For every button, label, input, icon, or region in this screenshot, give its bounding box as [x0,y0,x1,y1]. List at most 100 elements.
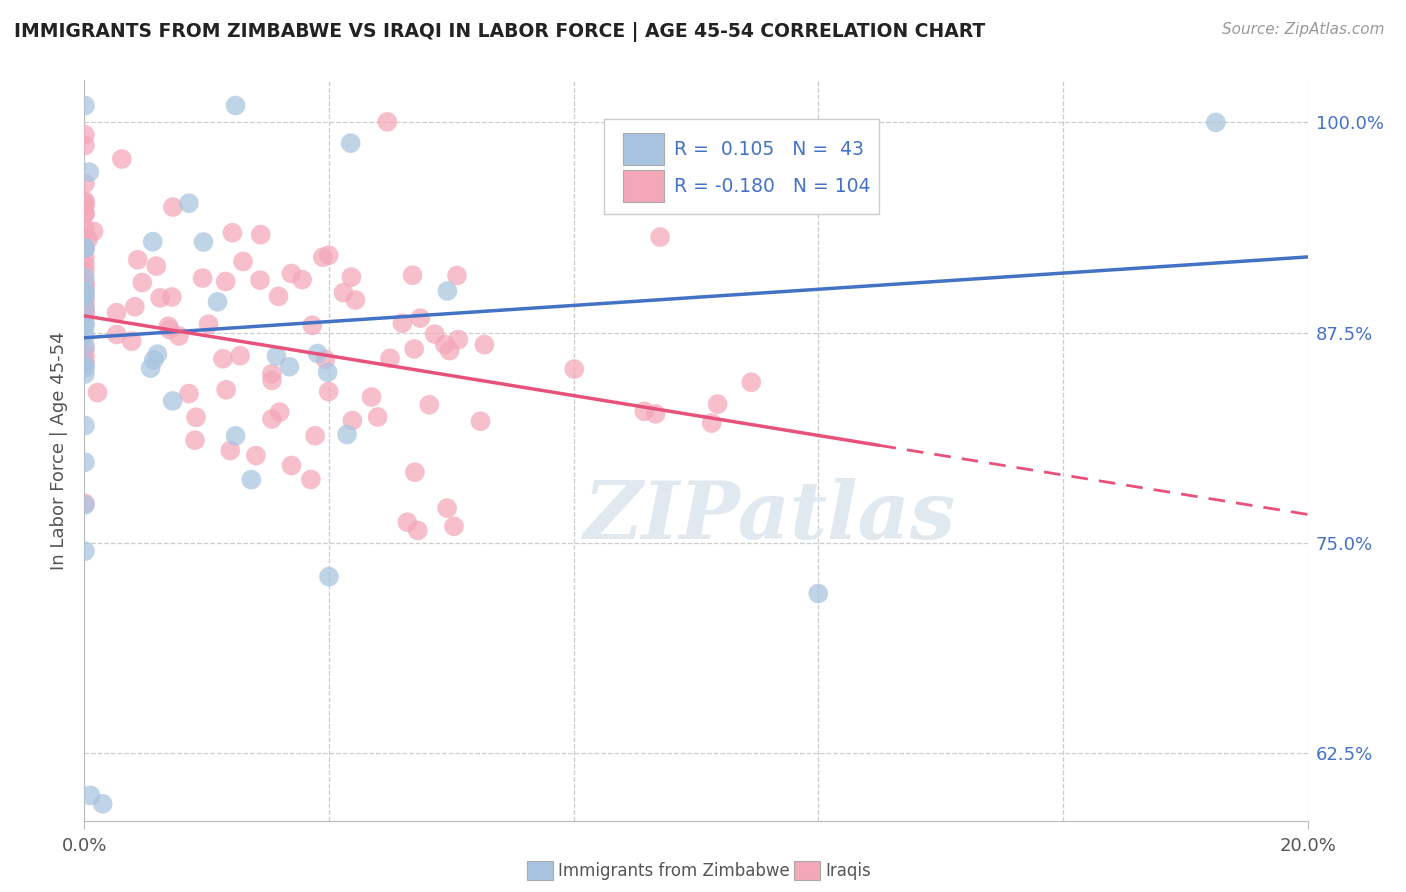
Point [142,352,165,367]
Point [105,306,128,320]
Point [221,226,243,240]
Point [73,338,96,352]
Point [278,359,301,374]
Point [249,227,271,242]
Point [73,194,96,208]
Point [73,301,96,316]
Point [79,789,101,803]
Point [162,393,184,408]
Text: Iraqis: Iraqis [825,862,872,880]
Point [77,232,100,246]
Text: ZIPatlas: ZIPatlas [583,478,956,556]
Point [406,524,429,538]
Point [73,270,96,285]
Point [436,284,458,298]
Point [73,354,96,368]
Point [318,384,340,399]
Point [167,329,190,343]
Point [232,254,254,268]
Text: IMMIGRANTS FROM ZIMBABWE VS IRAQI IN LABOR FORCE | AGE 45-54 CORRELATION CHART: IMMIGRANTS FROM ZIMBABWE VS IRAQI IN LAB… [14,22,986,42]
Point [73,360,96,375]
Point [73,282,96,296]
Point [633,404,655,418]
Point [807,586,830,600]
Point [360,390,382,404]
Point [740,376,762,390]
Point [409,311,432,326]
Point [73,307,96,321]
Point [73,128,96,142]
Point [396,515,419,529]
Point [73,496,96,510]
Point [340,270,363,285]
FancyBboxPatch shape [605,119,880,213]
Point [225,98,247,112]
Point [73,284,96,298]
Point [280,267,302,281]
Point [73,251,96,265]
Point [304,429,326,443]
Point [404,465,426,479]
Point [260,367,283,381]
Text: Source: ZipAtlas.com: Source: ZipAtlas.com [1222,22,1385,37]
Point [423,327,446,342]
Point [470,414,492,428]
Point [648,230,671,244]
Point [342,413,364,427]
Y-axis label: In Labor Force | Age 45-54: In Labor Force | Age 45-54 [51,331,69,570]
Point [332,285,354,300]
Point [249,273,271,287]
Text: R = -0.180   N = 104: R = -0.180 N = 104 [673,177,870,195]
Point [267,289,290,303]
Point [73,241,96,255]
Point [418,398,440,412]
Point [433,337,456,351]
Point [316,365,339,379]
Point [73,319,96,334]
Point [73,349,96,363]
Point [73,303,96,318]
Point [73,418,96,433]
Point [339,136,361,150]
Point [367,409,389,424]
Point [280,458,302,473]
Point [207,294,229,309]
Point [105,327,128,342]
Point [443,519,465,533]
Point [73,306,96,320]
Point [391,316,413,330]
Point [404,342,426,356]
Text: R =  0.105   N =  43: R = 0.105 N = 43 [673,140,863,159]
Point [700,416,723,430]
Point [111,152,134,166]
Point [215,383,238,397]
Point [77,165,100,179]
Point [124,300,146,314]
Point [299,473,322,487]
Point [307,346,329,360]
Point [91,797,114,811]
Point [73,328,96,343]
Point [1205,115,1227,129]
Point [73,316,96,330]
Point [73,264,96,278]
Point [142,235,165,249]
Point [378,351,401,366]
Point [301,318,323,333]
Point [184,410,207,425]
Point [375,115,398,129]
Point [219,443,242,458]
Point [225,429,247,443]
Point [447,333,470,347]
Point [162,200,184,214]
Point [436,501,458,516]
Point [73,285,96,299]
Point [73,358,96,372]
Point [336,427,359,442]
Point [73,241,96,255]
Point [131,276,153,290]
Point [644,407,666,421]
Point [73,342,96,356]
Point [177,386,200,401]
Point [266,349,288,363]
